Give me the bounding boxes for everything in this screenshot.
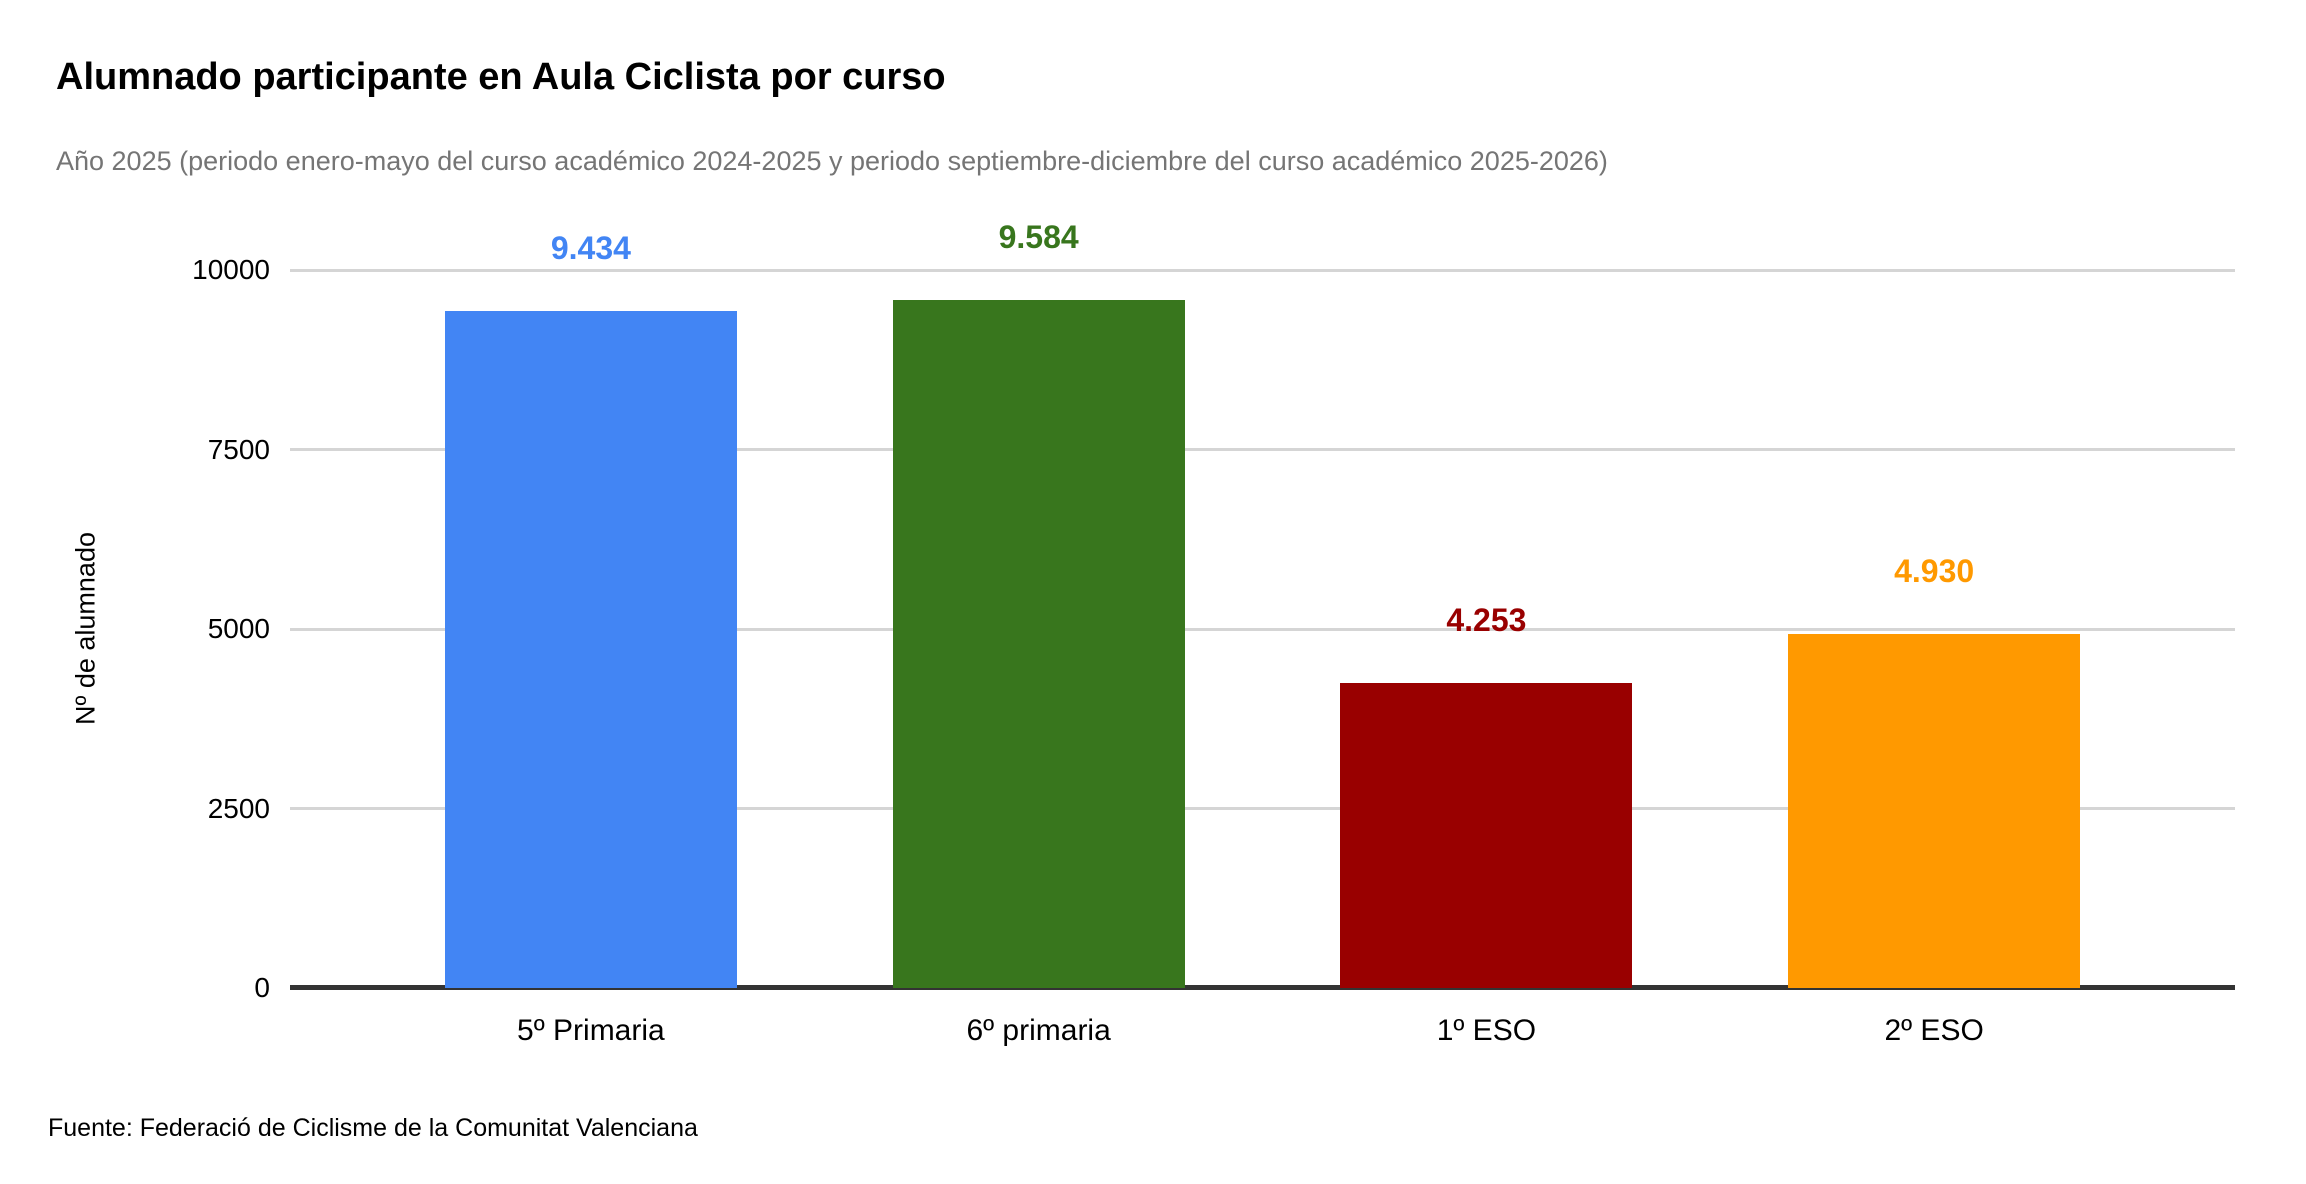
bar	[1340, 682, 1633, 988]
gridline	[290, 627, 2235, 631]
gridline	[290, 268, 2235, 272]
x-axis-line	[290, 985, 2235, 990]
bar-value-label: 9.584	[998, 218, 1079, 255]
bar-value-label: 9.434	[550, 229, 631, 266]
y-tick-label: 0	[254, 972, 270, 1003]
bar	[444, 310, 737, 988]
bar-value-label: 4.253	[1446, 601, 1527, 638]
chart-subtitle: Año 2025 (periodo enero-mayo del curso a…	[56, 146, 1608, 176]
y-axis-tick-labels: 0 2500 5000 7500 10000	[0, 254, 270, 1003]
y-tick-label: 10000	[192, 254, 270, 285]
y-tick-label: 7500	[207, 433, 270, 465]
gridline	[290, 807, 2235, 810]
bar	[1788, 634, 2081, 988]
x-tick-label: 1º ESO	[1436, 1014, 1537, 1047]
y-tick-label: 2500	[207, 792, 270, 824]
bar-value-label: 4.930	[1894, 553, 1975, 590]
bar	[892, 299, 1185, 988]
x-tick-label: 2º ESO	[1884, 1014, 1984, 1047]
x-axis-tick-labels: 5º Primaria 6º primaria 1º ESO 2º ESO	[290, 1012, 2235, 1060]
x-tick-label: 5º Primaria	[517, 1014, 665, 1047]
x-tick-label: 6º primaria	[966, 1014, 1111, 1047]
gridline	[290, 448, 2235, 451]
source-note: Fuente: Federació de Ciclisme de la Comu…	[48, 1114, 698, 1142]
y-tick-label: 5000	[207, 613, 270, 644]
plot-area: 9.434 9.584 4.253 4.930	[290, 219, 2235, 990]
chart-title: Alumnado participante en Aula Ciclista p…	[56, 56, 946, 98]
